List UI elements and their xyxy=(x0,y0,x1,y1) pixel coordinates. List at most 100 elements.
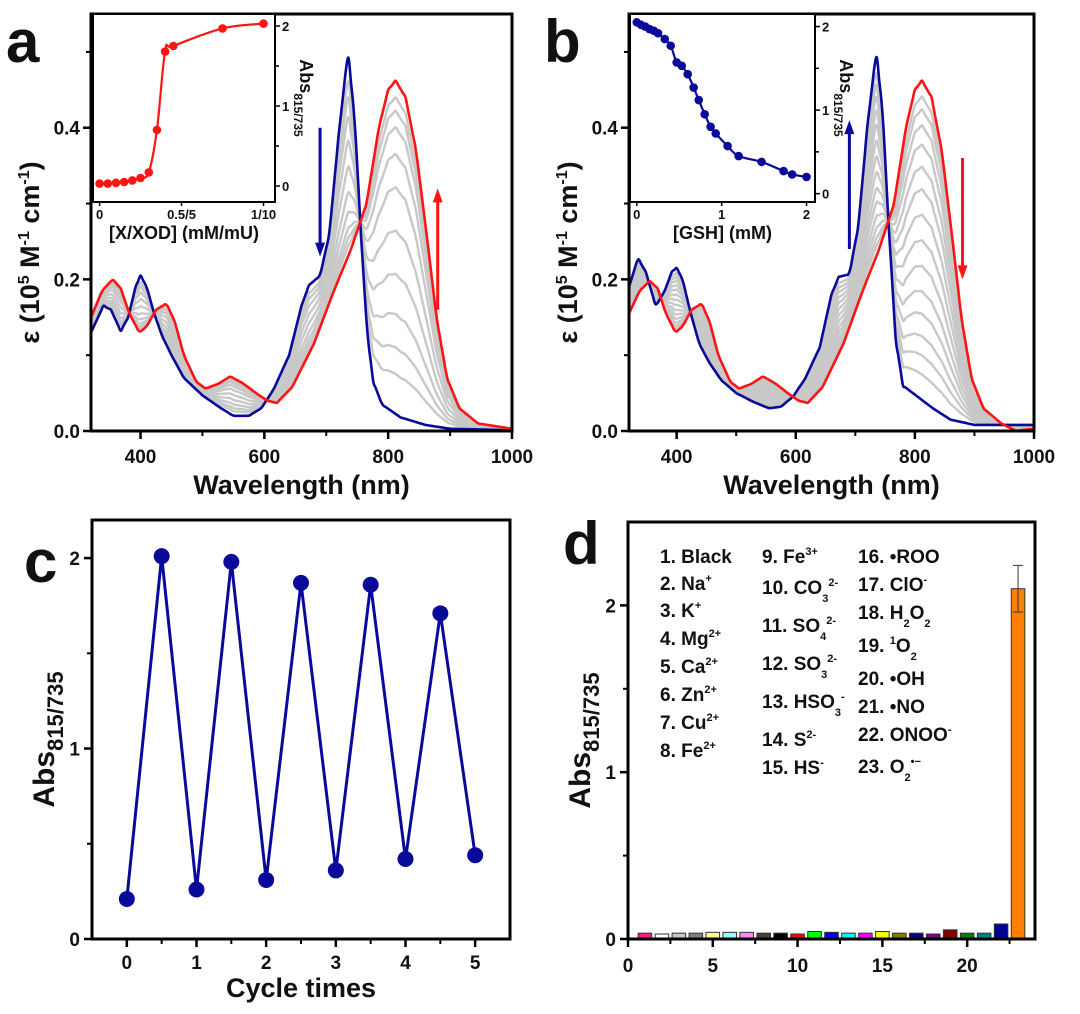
legend-item: 18. H2O2 xyxy=(858,603,930,630)
inset-point xyxy=(723,141,732,151)
panel-a: 400 600 800 1000 0.0 0.2 0.4 Wavelength (nm) ε (… xyxy=(6,8,533,500)
legend-item: 22. ONOO- xyxy=(858,724,952,746)
legend-item: 1. Black xyxy=(660,547,732,568)
plot-frame xyxy=(627,12,1036,433)
legend-item: 21. •NO xyxy=(858,697,925,718)
legend-item: 23. O2•− xyxy=(858,756,921,784)
spectrum-intermediate xyxy=(91,115,512,431)
cycle-point xyxy=(467,847,484,864)
inset-point xyxy=(660,34,670,44)
spectra xyxy=(91,56,512,431)
panel-b: 400 600 800 1000 0.0 0.2 0.4 Wavelength (nm) ε (… xyxy=(544,8,1055,500)
inset-y-tick-label: 1 xyxy=(822,103,829,118)
inset-background xyxy=(93,14,275,202)
y-tick-label: 0 xyxy=(69,930,80,951)
legend-item: 11. SO42- xyxy=(762,615,836,643)
inset-point xyxy=(119,177,129,187)
inset-point xyxy=(160,47,170,56)
inset-y-title: Abs815/735 xyxy=(831,59,856,137)
cycle-point xyxy=(293,574,309,591)
inset-point xyxy=(653,28,663,38)
bar xyxy=(1010,588,1026,940)
cycle-point xyxy=(397,851,414,868)
y-tick-label: 0.4 xyxy=(54,119,81,140)
legend-item: 13. HSO3- xyxy=(762,691,845,719)
legend-item: 5. Ca2+ xyxy=(660,656,718,678)
legend-item: 7. Cu2+ xyxy=(660,712,719,734)
arrowhead-up-icon xyxy=(432,188,443,203)
inset-y-tick-label: 0 xyxy=(822,187,829,202)
inset-point xyxy=(694,95,704,105)
x-tick-label: 2 xyxy=(261,953,272,974)
x-tick-label: 1 xyxy=(191,953,202,974)
x-tick-label: 400 xyxy=(661,447,693,468)
x-tick-label: 1000 xyxy=(1013,447,1055,468)
inset-point xyxy=(711,129,721,138)
inset-point xyxy=(136,173,145,183)
inset-y-tick-label: 2 xyxy=(282,19,289,34)
inset-point xyxy=(779,166,788,176)
cycle-line xyxy=(125,556,477,900)
inset-point xyxy=(259,19,268,28)
y-axis-title: ε (105 M-1 cm-1) xyxy=(553,161,583,343)
x-axis-title: Wavelength (nm) xyxy=(193,470,410,500)
cycle-point xyxy=(118,891,135,908)
plot-frame xyxy=(626,520,1037,941)
x-tick-label: 600 xyxy=(780,447,812,468)
spectrum-blue xyxy=(629,55,1034,427)
inset-x-tick-label: 1/10 xyxy=(251,207,276,222)
x-tick-label: 5 xyxy=(708,956,719,977)
panel-label: a xyxy=(6,8,40,75)
inset-frame xyxy=(629,13,816,203)
inset-x-tick-label: 0 xyxy=(633,207,640,222)
inset-point xyxy=(802,172,811,182)
bar xyxy=(993,923,1009,940)
y-tick-label: 2 xyxy=(605,596,616,617)
inset-point xyxy=(706,122,715,132)
inset-point xyxy=(111,178,121,188)
x-tick-label: 4 xyxy=(400,953,411,974)
inset-x-tick-label: 2 xyxy=(803,207,810,222)
legend-item: 2. Na+ xyxy=(660,573,712,595)
inset-x-tick-label: 0 xyxy=(96,207,103,222)
inset-point xyxy=(95,179,104,188)
x-axis-title: Wavelength (nm) xyxy=(723,470,940,500)
x-tick-label: 800 xyxy=(372,447,404,468)
x-tick-label: 1000 xyxy=(491,447,533,468)
legend-item: 14. S2- xyxy=(762,729,817,751)
inset-point xyxy=(787,170,797,179)
cycle-point xyxy=(432,605,449,622)
inset-frame xyxy=(92,13,276,203)
inset-point xyxy=(128,176,137,185)
arrowhead-down-icon xyxy=(315,242,326,257)
inset-point xyxy=(218,24,227,33)
x-tick-label: 15 xyxy=(872,956,894,977)
x-axis-title: Cycle times xyxy=(226,973,376,1003)
cycle-point xyxy=(327,862,344,879)
inset-x-tick-label: 0.5/5 xyxy=(167,207,196,222)
spectrum-intermediate xyxy=(91,152,512,431)
spectrum-red xyxy=(629,79,1034,431)
inset-point xyxy=(152,125,162,135)
cycle-point xyxy=(153,548,170,565)
y-tick-label: 0.0 xyxy=(54,422,80,443)
spectra xyxy=(629,55,1034,431)
inset-point xyxy=(144,168,154,177)
inset-y-tick-label: 0 xyxy=(282,179,289,194)
inset-point xyxy=(700,109,709,119)
legend-item: 20. •OH xyxy=(858,669,925,690)
spectrum-intermediate xyxy=(91,96,512,431)
cycle-point xyxy=(362,576,379,593)
inset-point xyxy=(734,151,743,161)
inset: 0 0.5/5 1/10 0 1 2 [X/XOD] (mM/mU) Abs815/735 xyxy=(92,13,316,243)
x-tick-label: 5 xyxy=(470,953,481,974)
y-tick-label: 0.4 xyxy=(592,119,619,140)
legend: 1. Black 2. Na+ 3. K+ 4. Mg2+ 5. Ca2+ 6. Zn2+… xyxy=(660,546,952,784)
inset-x-title: [GSH] (mM) xyxy=(673,223,772,243)
spectrum-intermediate xyxy=(91,139,512,431)
y-tick-label: 1 xyxy=(605,763,616,784)
y-tick-label: 0.2 xyxy=(54,270,80,291)
